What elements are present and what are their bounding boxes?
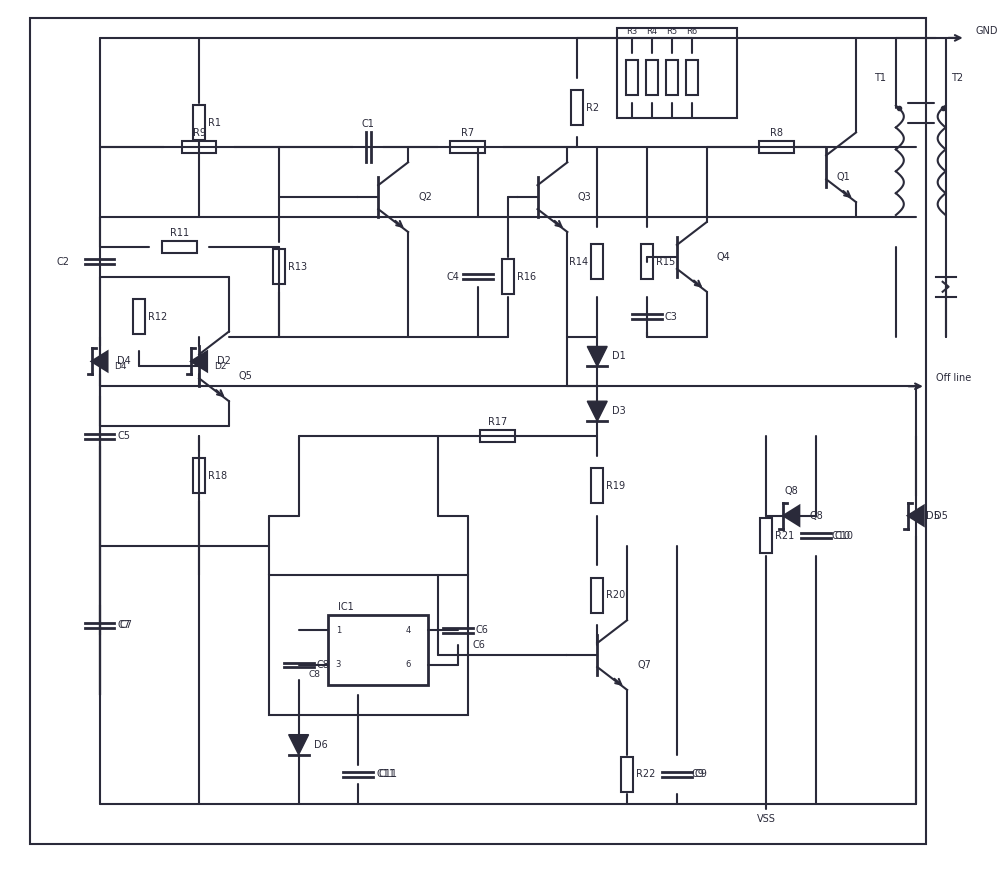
Text: R5: R5 <box>666 27 677 36</box>
Text: C1: C1 <box>362 119 375 130</box>
Text: R13: R13 <box>288 262 307 271</box>
Text: R1: R1 <box>208 117 221 127</box>
Polygon shape <box>783 505 799 526</box>
Text: R22: R22 <box>636 770 655 780</box>
Text: C11: C11 <box>378 770 397 780</box>
Text: R18: R18 <box>208 471 227 481</box>
Polygon shape <box>191 351 207 371</box>
Text: Q5: Q5 <box>239 371 253 382</box>
Text: R9: R9 <box>193 128 206 138</box>
Text: C9: C9 <box>695 770 708 780</box>
Text: 6: 6 <box>405 660 411 669</box>
Text: R17: R17 <box>488 418 507 427</box>
Text: D1: D1 <box>612 351 626 361</box>
Text: Q7: Q7 <box>637 660 651 670</box>
Bar <box>646 60 658 95</box>
Polygon shape <box>587 347 607 366</box>
Text: C8: C8 <box>317 660 329 670</box>
Text: D4: D4 <box>114 362 127 371</box>
Text: IC1: IC1 <box>338 602 354 612</box>
Text: R3: R3 <box>626 27 638 36</box>
Text: R4: R4 <box>646 27 658 36</box>
Text: GND: GND <box>975 26 998 36</box>
Bar <box>502 259 514 294</box>
Bar <box>269 575 468 715</box>
Text: R6: R6 <box>686 27 697 36</box>
Text: 4: 4 <box>405 625 411 634</box>
Bar <box>450 142 485 153</box>
Text: 1: 1 <box>336 625 341 634</box>
Text: Q2: Q2 <box>418 192 432 202</box>
Text: C11: C11 <box>376 770 395 780</box>
Text: R7: R7 <box>461 128 474 138</box>
Text: R12: R12 <box>148 312 168 322</box>
Bar <box>617 28 737 117</box>
Text: 3: 3 <box>336 660 341 669</box>
Text: VSS: VSS <box>757 814 776 824</box>
Polygon shape <box>289 735 309 754</box>
Text: Q4: Q4 <box>717 252 730 262</box>
Text: D2: D2 <box>217 357 231 366</box>
Text: R19: R19 <box>606 481 625 491</box>
Bar <box>133 299 145 334</box>
Polygon shape <box>908 505 924 526</box>
Text: R2: R2 <box>586 102 599 113</box>
Text: D5: D5 <box>926 511 940 521</box>
Bar <box>666 60 678 95</box>
Text: Q3: Q3 <box>577 192 591 202</box>
Text: D4: D4 <box>117 357 131 366</box>
Text: Q1: Q1 <box>836 172 850 182</box>
Text: D2: D2 <box>214 362 227 371</box>
Text: Q8: Q8 <box>809 511 823 521</box>
Bar <box>273 249 285 284</box>
Text: C10: C10 <box>831 530 850 540</box>
Bar <box>182 142 216 153</box>
Bar <box>759 142 794 153</box>
Text: C9: C9 <box>692 770 705 780</box>
Bar <box>621 757 633 792</box>
Text: Off line: Off line <box>936 374 971 383</box>
Bar <box>591 469 603 504</box>
Bar <box>193 459 205 494</box>
Bar <box>641 245 653 280</box>
Text: C6: C6 <box>473 640 486 650</box>
Text: R14: R14 <box>569 257 588 267</box>
Text: C5: C5 <box>117 431 130 441</box>
Text: D3: D3 <box>612 406 626 416</box>
Bar <box>480 430 515 442</box>
Text: R20: R20 <box>606 590 625 600</box>
Text: C4: C4 <box>447 271 460 281</box>
Bar <box>591 245 603 280</box>
Bar <box>328 616 428 685</box>
Polygon shape <box>587 401 607 421</box>
Text: Q8: Q8 <box>784 486 798 495</box>
Text: C10: C10 <box>834 530 853 540</box>
Text: R16: R16 <box>517 271 536 281</box>
Text: R21: R21 <box>775 530 795 540</box>
Text: R8: R8 <box>770 128 783 138</box>
Text: D5: D5 <box>934 511 948 521</box>
Text: R15: R15 <box>656 257 675 267</box>
Bar <box>193 105 205 140</box>
Bar <box>760 518 772 553</box>
Text: C6: C6 <box>476 625 489 635</box>
Text: C2: C2 <box>57 257 70 267</box>
Text: T1: T1 <box>874 73 886 82</box>
Text: C7: C7 <box>119 620 132 630</box>
Text: T2: T2 <box>951 73 963 82</box>
Bar <box>591 578 603 613</box>
Bar <box>162 241 197 253</box>
Text: C8: C8 <box>309 670 321 679</box>
Bar <box>626 60 638 95</box>
Text: R11: R11 <box>170 228 189 238</box>
Text: C3: C3 <box>665 312 678 322</box>
Bar <box>686 60 698 95</box>
Text: D6: D6 <box>314 739 327 750</box>
Bar <box>571 90 583 125</box>
Polygon shape <box>92 351 108 371</box>
Text: C7: C7 <box>117 620 130 630</box>
